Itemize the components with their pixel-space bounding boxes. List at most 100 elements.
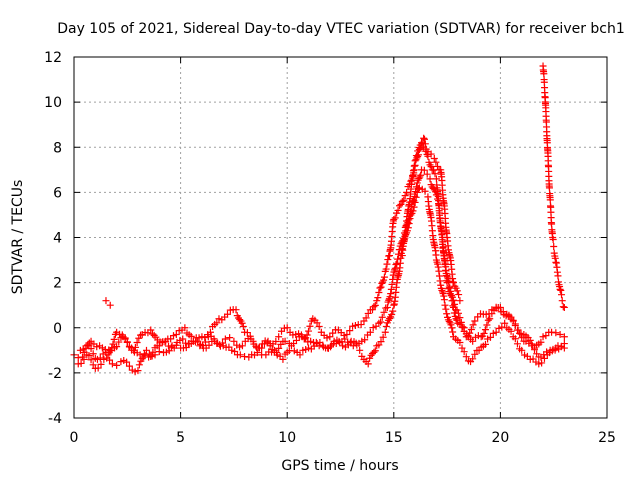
data-point (448, 324, 456, 332)
y-tick-label: 6 (53, 185, 62, 201)
data-point (383, 260, 391, 268)
data-point (418, 139, 426, 147)
y-tick-label: 8 (53, 140, 62, 156)
data-point (379, 333, 387, 341)
data-point (444, 285, 452, 293)
data-point (471, 317, 479, 325)
data-point (456, 339, 464, 347)
data-point (123, 338, 131, 346)
data-point (238, 319, 246, 327)
data-point (172, 331, 180, 339)
data-point (457, 318, 465, 326)
data-point (458, 344, 466, 352)
data-marks (70, 62, 568, 376)
data-point (420, 143, 428, 151)
data-point (411, 192, 419, 200)
data-point (147, 353, 155, 361)
data-point (391, 266, 399, 274)
data-point (432, 158, 440, 166)
data-point (136, 351, 144, 359)
data-point (449, 296, 457, 304)
data-point (201, 338, 209, 346)
data-point (410, 197, 418, 205)
y-tick-label: 2 (53, 276, 62, 292)
x-tick-label: 5 (176, 430, 185, 446)
data-point (486, 333, 494, 341)
data-point (373, 297, 381, 305)
data-point (313, 319, 321, 327)
data-point (389, 275, 397, 283)
y-tick-label: 0 (53, 321, 62, 337)
data-point (388, 311, 396, 319)
data-point (556, 285, 564, 293)
data-point (434, 263, 442, 271)
data-point (128, 344, 136, 352)
data-point (292, 336, 300, 344)
data-point (421, 135, 429, 143)
data-point (377, 338, 385, 346)
x-tick-label: 0 (70, 430, 79, 446)
data-point (275, 344, 283, 352)
data-point (382, 265, 390, 273)
data-point (481, 340, 489, 348)
data-point (281, 337, 289, 345)
data-point (213, 319, 221, 327)
data-point (554, 342, 562, 350)
data-point (398, 197, 406, 205)
y-tick-label: 12 (44, 50, 62, 66)
data-point (187, 332, 195, 340)
data-point (394, 206, 402, 214)
data-point (557, 343, 565, 351)
data-point (421, 140, 429, 148)
data-point (456, 314, 464, 322)
data-point (439, 288, 447, 296)
data-point (430, 155, 438, 163)
data-point (560, 344, 568, 352)
data-point (305, 327, 313, 335)
data-point (87, 356, 95, 364)
data-point (469, 337, 477, 345)
data-point (452, 315, 460, 323)
data-point (492, 328, 500, 336)
data-point (205, 341, 213, 349)
data-point (264, 337, 272, 345)
data-point (182, 344, 190, 352)
data-point (511, 321, 519, 329)
data-point (142, 346, 150, 354)
data-point (106, 356, 114, 364)
data-point (438, 286, 446, 294)
data-point (387, 285, 395, 293)
data-point (540, 354, 548, 362)
data-point (121, 334, 129, 342)
data-point (460, 324, 468, 332)
data-point (376, 284, 384, 292)
data-point (546, 196, 554, 204)
data-point (395, 202, 403, 210)
data-point (94, 364, 102, 372)
data-point (236, 351, 244, 359)
data-point (389, 307, 397, 315)
data-point (296, 351, 304, 359)
data-point (371, 347, 379, 355)
data-point (181, 324, 189, 332)
data-point (509, 316, 517, 324)
data-point (550, 243, 558, 251)
data-point (531, 346, 539, 354)
data-point (471, 350, 479, 358)
data-point (221, 335, 229, 343)
data-point (279, 355, 287, 363)
data-point (481, 326, 489, 334)
data-point (486, 315, 494, 323)
data-point (374, 294, 382, 302)
data-point (449, 279, 457, 287)
data-point (397, 200, 405, 208)
data-point (435, 272, 443, 280)
data-point (110, 335, 118, 343)
data-point (549, 235, 557, 243)
data-point (412, 183, 420, 191)
data-point (77, 359, 85, 367)
data-point (411, 157, 419, 165)
data-point (149, 348, 157, 356)
data-point (115, 338, 123, 346)
